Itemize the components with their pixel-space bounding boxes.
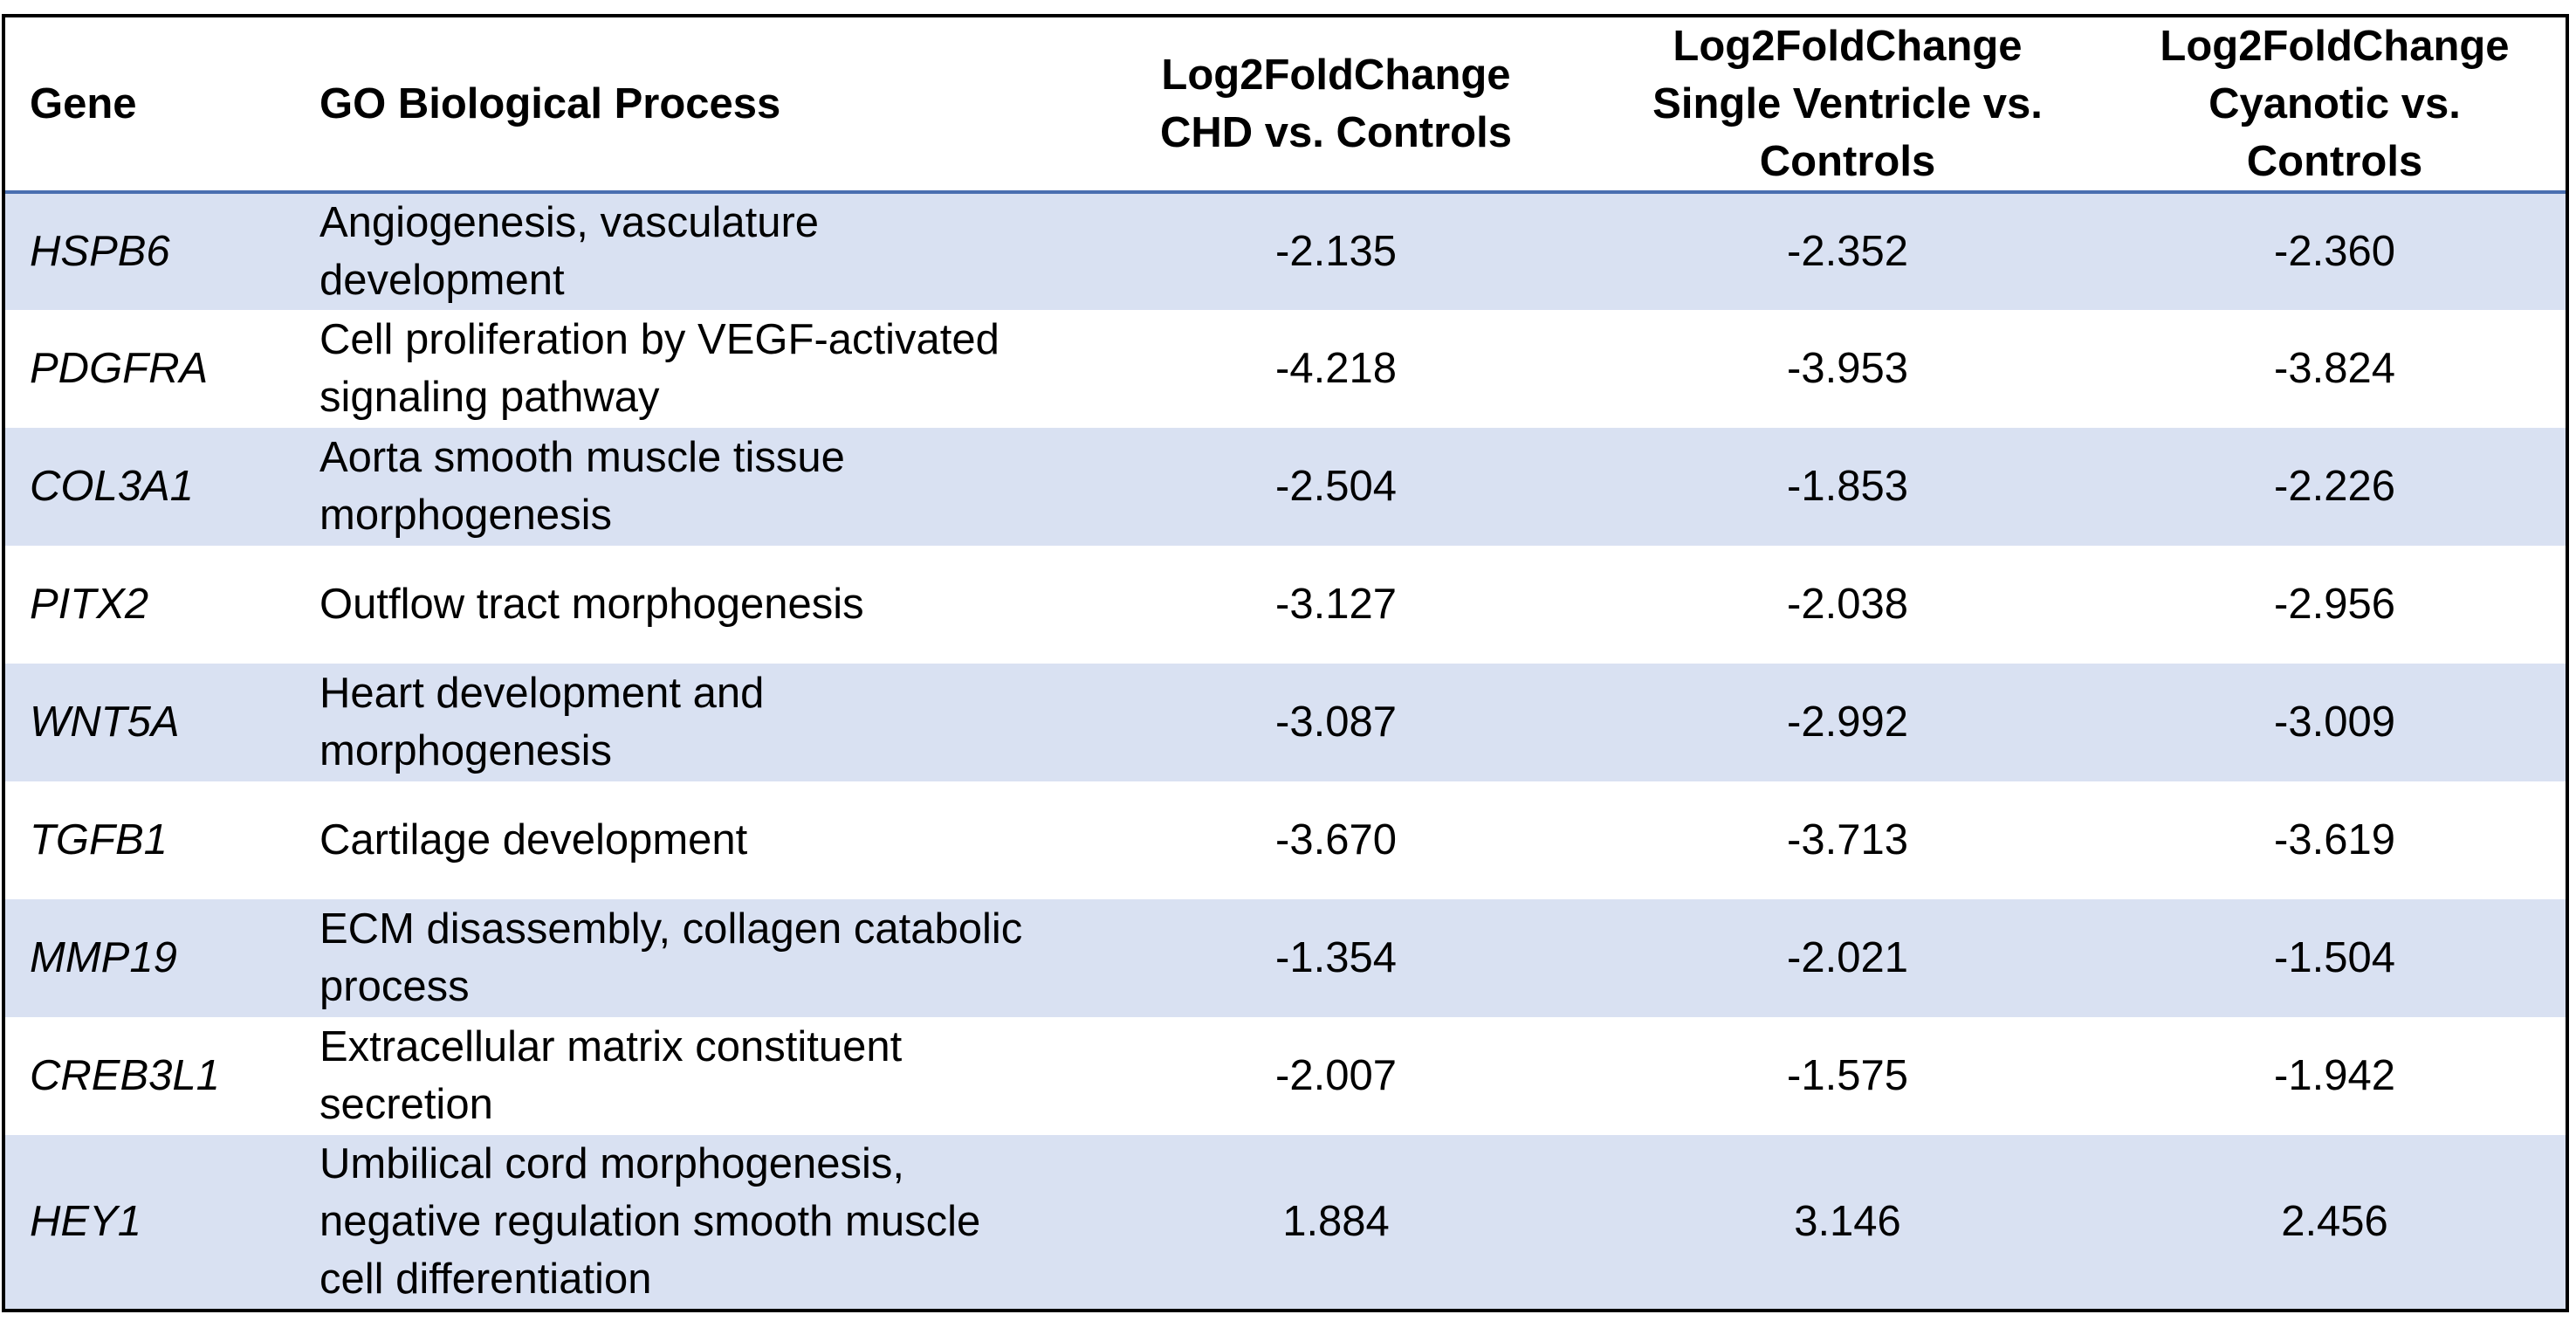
header-cy-line-1: Log2FoldChange [2160,23,2510,70]
gene-cell: WNT5A [30,698,180,747]
chd-value-cell: -3.127 [1275,581,1397,629]
cyanotic-value-cell: -3.009 [2274,698,2395,747]
cyanotic-value-cell: -2.226 [2274,463,2395,511]
gene-cell: HSPB6 [30,228,170,276]
single-ventricle-value-cell: -1.853 [1787,463,1908,511]
header-chd-line-2: CHD vs. Controls [1160,109,1512,156]
header-single-ventricle-vs-controls: Log2FoldChange Single Ventricle vs. Cont… [1591,17,2104,194]
header-cy-line-2: Cyanotic vs. [2208,80,2461,127]
header-chd-line-1: Log2FoldChange [1161,52,1511,99]
chd-value-cell: -3.087 [1275,698,1397,747]
single-ventricle-value-cell: -3.713 [1787,816,1908,864]
go-process-cell: Umbilical cord morphogenesis, negative r… [319,1140,981,1304]
single-ventricle-value-cell: -1.575 [1787,1052,1908,1100]
cyanotic-value-cell: -1.942 [2274,1052,2395,1100]
table-row: HSPB6 Angiogenesis, vasculature developm… [5,192,2566,310]
table-row: PDGFRA Cell proliferation by VEGF-activa… [5,309,2566,428]
chd-value-cell: 1.884 [1282,1198,1390,1246]
single-ventricle-value-cell: 3.146 [1794,1198,1901,1246]
table-row: WNT5A Heart development and morphogenesi… [5,663,2566,781]
cyanotic-value-cell: -3.824 [2274,345,2395,393]
header-cyanotic-vs-controls: Log2FoldChange Cyanotic vs. Controls [2104,17,2566,194]
header-go-process: GO Biological Process [313,17,1081,194]
single-ventricle-value-cell: -3.953 [1787,345,1908,393]
chd-value-cell: -2.504 [1275,463,1397,511]
go-process-cell: Heart development and morphogenesis [319,670,765,775]
header-gene: Gene [5,17,313,194]
table-row: CREB3L1 Extracellular matrix constituent… [5,1016,2566,1135]
table-row: PITX2 Outflow tract morphogenesis -3.127… [5,545,2566,664]
gene-cell: CREB3L1 [30,1052,220,1100]
go-process-cell: Cartilage development [319,816,748,864]
header-sv-line-3: Controls [1759,138,1936,185]
chd-value-cell: -2.135 [1275,228,1397,276]
single-ventricle-value-cell: -2.038 [1787,581,1908,629]
data-table: Gene GO Biological Process Log2FoldChang… [5,17,2566,1309]
cyanotic-value-cell: -3.619 [2274,816,2395,864]
table-row: TGFB1 Cartilage development -3.670 -3.71… [5,781,2566,899]
header-cy-line-3: Controls [2246,138,2423,185]
header-sv-line-1: Log2FoldChange [1673,23,2023,70]
go-process-cell: ECM disassembly, collagen catabolic proc… [319,905,1023,1011]
table-row: COL3A1 Aorta smooth muscle tissue morpho… [5,427,2566,546]
header-sv-line-2: Single Ventricle vs. [1652,80,2043,127]
chd-value-cell: -2.007 [1275,1052,1397,1100]
cyanotic-value-cell: 2.456 [2281,1198,2388,1246]
cyanotic-value-cell: -2.360 [2274,228,2395,276]
chd-value-cell: -4.218 [1275,345,1397,393]
gene-expression-table: Gene GO Biological Process Log2FoldChang… [2,14,2569,1312]
go-process-cell: Aorta smooth muscle tissue morphogenesis [319,434,845,540]
table-header-row: Gene GO Biological Process Log2FoldChang… [5,17,2566,194]
go-process-cell: Cell proliferation by VEGF-activated sig… [319,316,999,422]
gene-cell: PDGFRA [30,345,209,393]
table-row: HEY1 Umbilical cord morphogenesis, negat… [5,1134,2566,1309]
gene-cell: HEY1 [30,1198,142,1246]
cyanotic-value-cell: -2.956 [2274,581,2395,629]
gene-cell: COL3A1 [30,463,194,511]
single-ventricle-value-cell: -2.021 [1787,934,1908,982]
gene-cell: TGFB1 [30,816,168,864]
go-process-cell: Angiogenesis, vasculature development [319,199,820,305]
chd-value-cell: -3.670 [1275,816,1397,864]
cyanotic-value-cell: -1.504 [2274,934,2395,982]
table-row: MMP19 ECM disassembly, collagen cataboli… [5,898,2566,1017]
single-ventricle-value-cell: -2.992 [1787,698,1908,747]
chd-value-cell: -1.354 [1275,934,1397,982]
go-process-cell: Extracellular matrix constituent secreti… [319,1023,903,1129]
gene-cell: PITX2 [30,581,149,629]
gene-cell: MMP19 [30,934,177,982]
single-ventricle-value-cell: -2.352 [1787,228,1908,276]
go-process-cell: Outflow tract morphogenesis [319,581,864,629]
header-chd-vs-controls: Log2FoldChange CHD vs. Controls [1081,17,1591,194]
